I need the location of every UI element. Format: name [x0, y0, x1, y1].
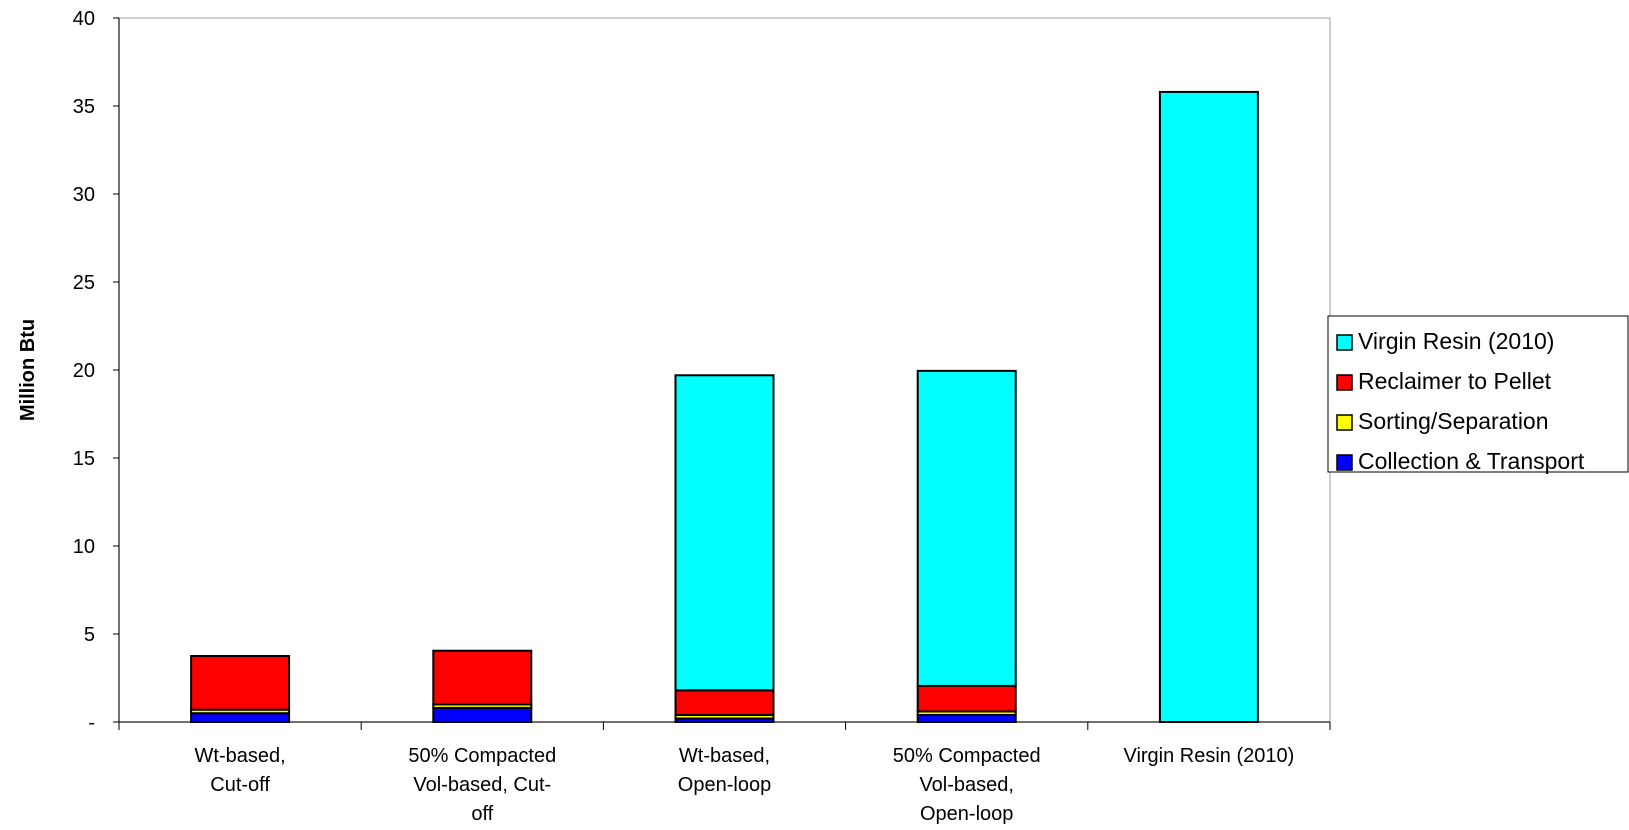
legend-box	[1327, 315, 1629, 473]
legend-swatch	[1336, 374, 1353, 391]
bar-segment	[916, 713, 1017, 724]
x-category-label: Wt-based, Open-loop	[678, 745, 771, 796]
y-tick-label: 30	[73, 184, 95, 206]
legend-swatch	[1336, 414, 1353, 431]
y-axis-title: Million Btu	[17, 319, 39, 421]
y-axis-ticks: - 5 10 15 20 25 30 35 40	[73, 8, 119, 734]
y-tick-label: -	[88, 712, 95, 734]
legend-swatch	[1336, 334, 1353, 351]
bar-segment	[190, 712, 291, 724]
x-category-label: Wt-based, Cut-off	[195, 745, 286, 796]
y-tick-label: 35	[73, 96, 95, 118]
axes	[118, 18, 1331, 730]
bar-segment	[432, 649, 533, 706]
bar-segment	[190, 655, 291, 711]
x-category-label-line: Vol-based, Cut-	[413, 774, 551, 796]
x-category-label-line: Wt-based,	[195, 745, 286, 767]
x-category-label-line: Virgin Resin (2010)	[1123, 745, 1294, 767]
legend-swatch	[1336, 454, 1353, 471]
y-tick-label: 25	[73, 272, 95, 294]
bar-segment	[674, 689, 775, 716]
legend: Virgin Resin (2010) Reclaimer to Pellet So…	[1327, 315, 1629, 474]
bar-segment	[674, 374, 775, 692]
x-category-label: 50% Compacted Vol-based, Open-loop	[893, 745, 1041, 825]
x-category-label: Virgin Resin (2010)	[1123, 745, 1294, 767]
bar-segment	[1158, 90, 1259, 724]
y-tick-label: 10	[73, 536, 95, 558]
bar-segment	[916, 684, 1017, 713]
y-tick-label: 20	[73, 360, 95, 382]
x-category-label-line: Vol-based,	[919, 774, 1014, 796]
legend-label: Virgin Resin (2010)	[1358, 328, 1554, 354]
x-category-label-line: Wt-based,	[679, 745, 770, 767]
bar-segment	[916, 369, 1017, 687]
x-category-label-line: Open-loop	[920, 803, 1013, 825]
x-category-label-line: Cut-off	[210, 774, 270, 796]
x-category-label-line: Open-loop	[678, 774, 771, 796]
bars	[190, 90, 1259, 724]
x-category-label: 50% Compacted Vol-based, Cut-off	[408, 745, 556, 825]
y-tick-label: 40	[73, 8, 95, 30]
y-tick-label: 5	[84, 624, 95, 646]
x-category-label-line: off	[471, 803, 493, 825]
x-category-label-line: 50% Compacted	[893, 745, 1041, 767]
x-category-label-line: 50% Compacted	[408, 745, 556, 767]
x-axis-labels: Wt-based, Cut-off 50% Compacted Vol-based, …	[195, 745, 1295, 825]
legend-label: Sorting/Separation	[1358, 408, 1549, 434]
y-tick-label: 15	[73, 448, 95, 470]
bar-segment	[432, 706, 533, 723]
legend-label: Reclaimer to Pellet	[1358, 368, 1552, 394]
legend-label: Collection & Transport	[1358, 448, 1585, 474]
